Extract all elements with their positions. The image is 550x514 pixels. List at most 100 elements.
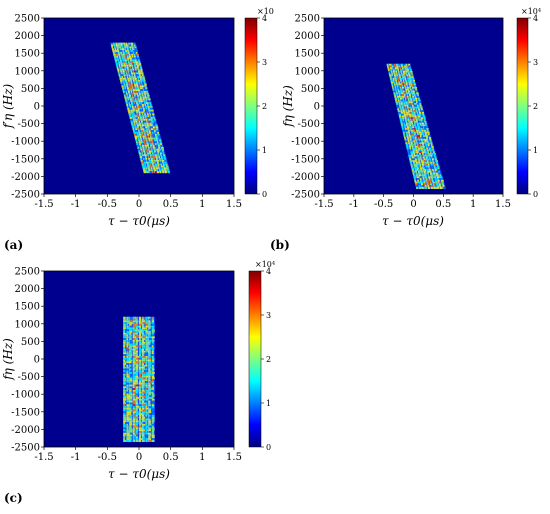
band-cell	[142, 135, 145, 138]
band-cell	[410, 90, 414, 93]
band-cell	[123, 327, 126, 330]
band-cell	[123, 434, 126, 437]
band-cell	[405, 144, 409, 147]
band-cell	[123, 372, 127, 375]
band-cell	[123, 418, 127, 421]
band-cell	[410, 140, 413, 143]
band-cell	[132, 336, 136, 339]
band-cell	[405, 79, 408, 82]
band-cell	[126, 354, 130, 357]
band-cell	[148, 366, 152, 369]
band-cell	[139, 318, 142, 321]
band-cell	[147, 144, 149, 148]
band-cell	[406, 124, 409, 127]
band-cell	[148, 381, 152, 384]
band-cell	[139, 350, 142, 353]
band-cell	[142, 96, 145, 99]
band-cell	[390, 78, 392, 81]
band-cell	[132, 438, 135, 441]
band-cell	[415, 149, 418, 152]
band-cell	[142, 361, 146, 364]
x-axis-label: τ − τ0(μs)	[108, 214, 170, 228]
band-cell	[413, 90, 415, 93]
band-cell	[141, 152, 144, 155]
band-cell	[149, 104, 152, 107]
band-cell	[145, 438, 149, 441]
band-cell	[143, 130, 146, 133]
band-cell	[393, 81, 396, 84]
band-cell	[158, 167, 161, 170]
band-cell	[132, 325, 136, 328]
band-cell	[429, 170, 432, 173]
band-cell	[130, 51, 134, 55]
band-cell	[124, 98, 127, 101]
band-cell	[418, 101, 421, 104]
band-cell	[117, 70, 120, 73]
band-cell	[403, 72, 406, 75]
panel-b: -1.5 -1 -0.5 0 0.5 1 1.5-2500-2000-1500-1000-5…	[270, 7, 541, 252]
x-tick-label: 1.5	[226, 199, 242, 210]
band-cell	[126, 423, 129, 426]
x-tick-label: -0.5	[98, 199, 117, 210]
band-cell	[134, 66, 137, 69]
band-cell	[401, 76, 405, 79]
band-cell	[126, 431, 130, 434]
band-cell	[131, 55, 134, 58]
band-cell	[400, 63, 403, 66]
band-cell	[145, 373, 149, 376]
band-cell	[398, 63, 401, 66]
band-cell	[145, 384, 148, 387]
band-cell	[429, 183, 433, 186]
band-cell	[418, 120, 422, 123]
band-cell	[150, 165, 153, 168]
band-streak	[400, 63, 435, 189]
band-cell	[142, 413, 145, 416]
band-cell	[389, 76, 392, 79]
band-cell	[142, 144, 145, 148]
band-cell	[390, 81, 394, 84]
band-cell	[132, 350, 136, 353]
x-tick-label: -1.5	[314, 199, 333, 210]
band-cell	[414, 145, 418, 148]
band-cell	[142, 77, 146, 81]
band-cell	[420, 145, 423, 148]
band-cell	[139, 409, 142, 412]
band-cell	[132, 422, 136, 425]
band-cell	[142, 323, 145, 326]
band-cell	[143, 161, 147, 164]
band-cell	[139, 404, 143, 407]
band-cell	[426, 138, 429, 141]
band-cell	[145, 363, 148, 366]
band-cell	[406, 103, 409, 106]
band-cell	[402, 106, 404, 109]
band-cell	[417, 106, 420, 109]
band-cell	[162, 171, 165, 174]
band-cell	[132, 425, 136, 428]
band-cell	[148, 393, 151, 396]
band-cell	[151, 131, 154, 135]
band-cell	[389, 65, 392, 68]
band-cell	[151, 148, 153, 151]
band-cell	[427, 142, 430, 145]
band-cell	[142, 368, 146, 371]
band-cell	[111, 48, 114, 51]
band-cell	[129, 57, 133, 60]
band-cell	[417, 156, 421, 159]
band-cell	[165, 161, 167, 164]
band-cell	[415, 110, 418, 113]
band-cell	[126, 345, 129, 348]
band-cell	[141, 143, 145, 146]
band-cell	[420, 108, 423, 111]
band-cell	[415, 99, 418, 102]
band-cell	[139, 388, 142, 391]
band-cell	[135, 418, 138, 421]
band-cell	[134, 87, 137, 90]
band-cell	[414, 181, 418, 184]
band-cell	[151, 420, 155, 423]
band-cell	[164, 157, 167, 161]
band-cell	[138, 111, 141, 114]
band-cell	[417, 104, 420, 107]
band-cell	[135, 120, 138, 123]
band-cell	[126, 64, 129, 68]
band-cell	[132, 375, 136, 378]
